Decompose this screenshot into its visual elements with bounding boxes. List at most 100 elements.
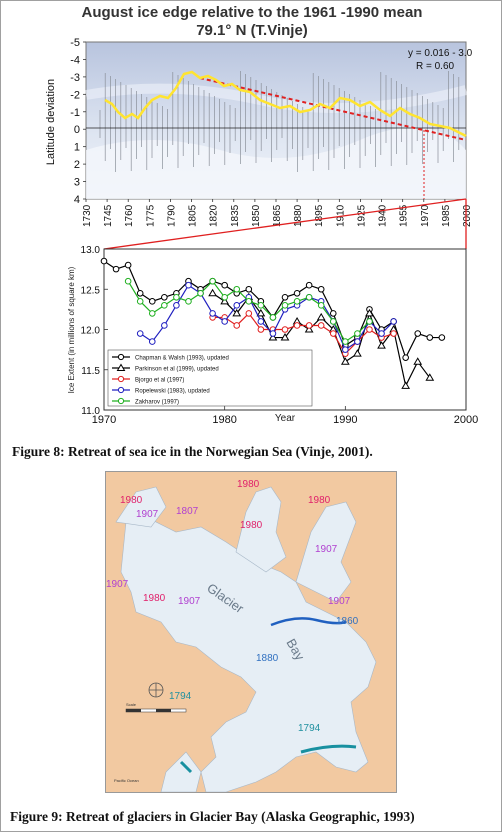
ice-extent-point [136, 289, 144, 297]
ice-extent-legend-box [107, 349, 313, 407]
ice-extent-point [221, 294, 228, 301]
ice-extent-point [340, 357, 350, 365]
ice-extent-point [257, 326, 265, 333]
ice-extent-point [281, 302, 289, 309]
ocean-label: Pacific Ocean [114, 778, 139, 783]
ice-extent-point [257, 318, 265, 325]
ice-edge-yellow-curve [104, 70, 467, 138]
ice-extent-point [280, 333, 290, 341]
glacier-front-1794 [300, 744, 357, 754]
ice-extent-point [342, 338, 349, 345]
ice-extent-point [281, 326, 289, 333]
figure-8-caption: Figure 8: Retreat of sea ice in the Norw… [12, 444, 373, 459]
bay-arm-west [115, 486, 167, 528]
ice-extent-point [208, 288, 217, 297]
map-year-label: 1980 [308, 495, 331, 506]
ice-extent-point [221, 281, 228, 289]
map-year-label: 1794 [169, 691, 192, 702]
ice-extent-point [245, 298, 253, 305]
ice-extent-point [136, 298, 144, 305]
ice-extent-point [378, 330, 385, 337]
ice-extent-point [233, 285, 241, 293]
ice-extent-point [256, 308, 266, 317]
glacier-bay-map: 1980 1907 1807 1980 1980 1980 1907 1907 1980 1907… [105, 471, 397, 793]
ice-extent-point [281, 294, 289, 301]
ice-edge-chart: August ice edge relative to the 1961 -19… [45, 4, 473, 250]
ice-extent-point [257, 302, 265, 309]
map-year-label: 1980 [240, 520, 263, 531]
ice-edge-ylabel: Latitude deviation [45, 79, 57, 165]
ice-extent-point [148, 310, 156, 317]
ice-edge-y-tick-label: -1 [70, 107, 80, 119]
ice-extent-series-line [139, 284, 395, 351]
ice-edge-x-tick-label: 1895 [314, 204, 325, 227]
map-year-label: 1907 [178, 596, 201, 607]
ice-edge-x-tick-label: 2000 [462, 204, 473, 227]
ice-extent-point [233, 322, 241, 329]
ice-extent-point [221, 318, 228, 325]
ice-extent-point [354, 338, 361, 345]
ice-extent-y-tick-label: 11.0 [81, 406, 100, 417]
ice-edge-x-tick-label: 1940 [378, 204, 389, 227]
ice-extent-point [354, 330, 361, 337]
ice-edge-y-tick-label: -5 [70, 37, 80, 49]
ice-extent-point [245, 310, 253, 317]
ice-extent-legend-entry: Parkinson et al (1999), updated [135, 367, 219, 373]
scale-label: Scale [126, 702, 137, 707]
ice-extent-point [161, 294, 168, 301]
ice-extent-point [233, 302, 241, 309]
map-year-label: 1980 [143, 593, 166, 604]
bay-water [120, 516, 377, 792]
ice-extent-point [365, 308, 374, 317]
ice-extent-point [390, 318, 397, 325]
ice-extent-point [185, 298, 192, 305]
map-year-label: 1907 [315, 544, 338, 555]
map-year-label: 1860 [336, 616, 359, 627]
ice-edge-x-tick-label: 1880 [293, 204, 304, 227]
ice-edge-title: August ice edge relative to the 1961 -19… [82, 4, 423, 21]
ice-extent-point [197, 289, 204, 297]
ice-extent-point [402, 354, 409, 361]
ice-extent-point [220, 296, 230, 305]
map-year-label: 1907 [328, 596, 351, 607]
ice-extent-x-tick-label: 1990 [333, 414, 357, 426]
ice-extent-point [185, 281, 192, 289]
ice-extent-point [148, 338, 156, 345]
ice-edge-y-tick-label: 4 [74, 194, 80, 206]
ice-extent-point [124, 277, 132, 285]
ice-extent-point [390, 330, 397, 337]
ice-extent-point [136, 330, 144, 337]
ice-edge-x-tick-label: 1850 [251, 204, 262, 227]
ice-extent-y-tick-label: 13.0 [81, 245, 101, 256]
ice-extent-chart: 11.0 11.5 12.0 12.5 13.0 1970 1980 1990 2000 Cha… [67, 245, 478, 426]
ice-extent-point [269, 314, 277, 321]
ice-extent-point [316, 312, 326, 321]
ice-extent-point [112, 265, 120, 273]
ice-extent-legend-entry: Bjorgo et al (1997) [135, 378, 184, 384]
ice-edge-y-tick-label: 2 [74, 159, 80, 171]
ice-extent-legend-entry: Zakharov (1997) [135, 400, 179, 406]
ice-extent-point [209, 310, 216, 317]
ice-extent-point [173, 294, 180, 301]
ice-edge-y-tick-label: -2 [70, 89, 80, 101]
ice-edge-y-tick-label: 0 [74, 124, 80, 136]
ice-extent-point [305, 281, 313, 289]
ice-extent-point [232, 308, 242, 317]
ice-extent-x-tick-label: 1970 [92, 414, 116, 426]
bay-arm-northeast [295, 501, 357, 603]
ice-extent-point [317, 322, 325, 329]
ice-extent-y-tick-label: 12.0 [81, 326, 101, 337]
ice-extent-point [124, 261, 132, 269]
ice-edge-x-tick-label: 1970 [420, 204, 431, 227]
connector-left [103, 198, 467, 250]
ice-edge-x-tick-label: 1925 [356, 204, 367, 227]
ice-extent-point [425, 373, 435, 381]
ice-edge-x-tick-label: 1760 [124, 204, 135, 227]
ice-edge-y-tick-label: -4 [70, 54, 80, 66]
ice-extent-point [438, 334, 446, 341]
ice-edge-y-tick-label: 1 [74, 142, 80, 154]
ice-extent-point [148, 298, 156, 305]
ice-extent-point [305, 294, 313, 301]
ice-extent-point [293, 289, 301, 297]
ice-extent-point [414, 330, 422, 337]
